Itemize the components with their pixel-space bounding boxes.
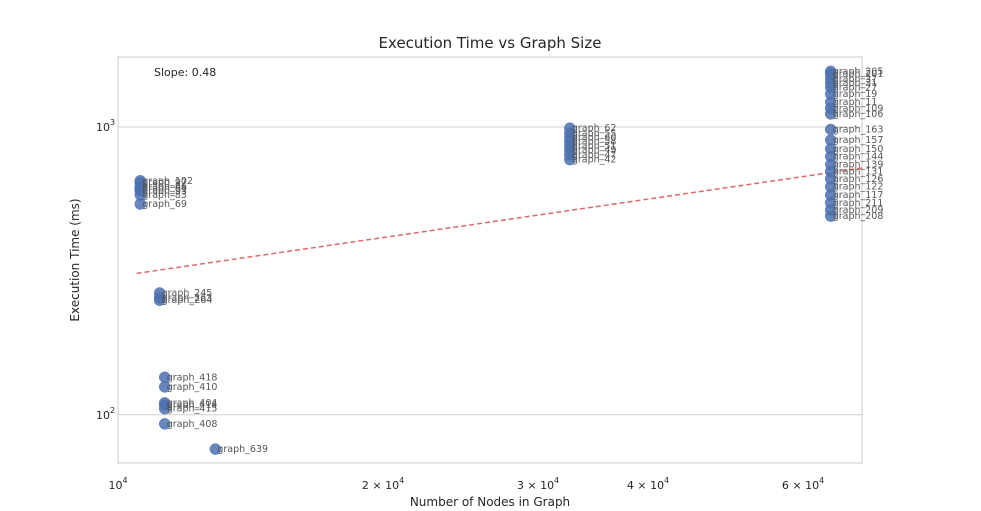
data-point-label: graph_106	[833, 109, 884, 120]
data-point-label: graph_131	[833, 167, 884, 178]
data-point-label: graph_639	[217, 444, 268, 455]
data-point-label: graph_414	[167, 400, 218, 411]
data-point-label: graph_408	[167, 419, 218, 430]
data-point-label: graph_201	[833, 69, 884, 80]
data-points	[134, 65, 837, 455]
x-tick-label: 104	[108, 476, 127, 492]
data-point-label: graph_69	[142, 199, 187, 210]
axis-ticks: 102 103 104 2 × 104 3 × 104 4 × 104 6 × 104	[96, 118, 824, 492]
data-point-label: graph_31	[833, 78, 878, 89]
data-point-label: graph_47	[572, 150, 617, 161]
x-axis-label: Number of Nodes in Graph	[410, 495, 570, 509]
data-point-label: graph_415	[167, 404, 218, 415]
data-point-label: graph_42	[572, 155, 617, 166]
data-point-label: graph_49	[572, 145, 617, 156]
data-point	[158, 402, 171, 415]
data-point-label: graph_211	[833, 198, 884, 209]
data-point-label: graph_205	[833, 66, 884, 77]
data-point-label: graph_11	[833, 97, 878, 108]
data-point-label: graph_410	[167, 382, 218, 393]
data-point-label: graph_245	[162, 288, 213, 299]
data-point-label: graph_208	[833, 211, 884, 222]
data-point-label: graph_139	[833, 160, 884, 171]
data-point-label: graph_60	[572, 132, 617, 143]
data-point-label: graph_144	[833, 151, 884, 162]
data-point-label: graph_122	[833, 182, 884, 193]
data-point-label: graph_19	[833, 89, 878, 100]
data-point-label: graph_93	[142, 186, 187, 197]
data-point-label: graph_264	[162, 295, 213, 306]
data-point	[158, 418, 171, 430]
data-point	[153, 294, 166, 306]
plot-area-frame	[117, 56, 863, 464]
data-point-label: graph_157	[833, 135, 884, 146]
data-point	[209, 443, 222, 455]
data-point	[564, 153, 576, 166]
data-point-label: graph_62	[572, 123, 617, 134]
chart-title: Execution Time vs Graph Size	[379, 34, 602, 52]
data-point-label: graph_117	[833, 190, 884, 201]
y-tick-label: 103	[96, 118, 115, 134]
data-point-label: graph_86	[142, 182, 187, 193]
data-point-label: graph_109	[833, 103, 884, 114]
data-point-label: graph_418	[167, 372, 218, 383]
data-point-label: graph_97	[142, 178, 187, 189]
data-point	[158, 381, 171, 393]
data-point-label: graph_126	[833, 174, 884, 185]
x-tick-label: 3 × 104	[517, 476, 559, 492]
data-point	[134, 198, 147, 210]
x-tick-label: 2 × 104	[362, 476, 404, 492]
data-point-label: graph_209	[833, 205, 884, 216]
data-point-label: graph_404	[167, 398, 218, 409]
x-tick-label: 6 × 104	[782, 476, 824, 492]
data-point-label: graph_37	[833, 74, 878, 85]
data-point-label: graph_83	[142, 190, 187, 201]
data-point-label: graph_27	[833, 83, 878, 94]
data-point-label: graph_51	[572, 141, 617, 152]
point-labels: graph_102graph_97graph_86graph_84graph_9…	[142, 66, 883, 455]
trendline-group	[136, 167, 863, 275]
data-point-label: graph_84	[142, 184, 187, 195]
grid-lines	[118, 126, 862, 416]
y-axis-label: Execution Time (ms)	[68, 198, 82, 321]
data-point-label: graph_163	[833, 124, 884, 135]
x-tick-label: 4 × 104	[627, 476, 669, 492]
data-point-label: graph_102	[142, 176, 193, 187]
data-point-label: graph_263	[162, 293, 213, 304]
trendline	[136, 167, 863, 275]
slope-annotation: Slope: 0.48	[154, 66, 216, 79]
data-point	[824, 108, 837, 120]
y-tick-label: 102	[96, 406, 115, 422]
data-point-label: graph_58	[572, 137, 617, 148]
data-point-label: graph_55	[572, 128, 617, 139]
data-point-label: graph_150	[833, 144, 884, 155]
data-point	[824, 210, 837, 222]
